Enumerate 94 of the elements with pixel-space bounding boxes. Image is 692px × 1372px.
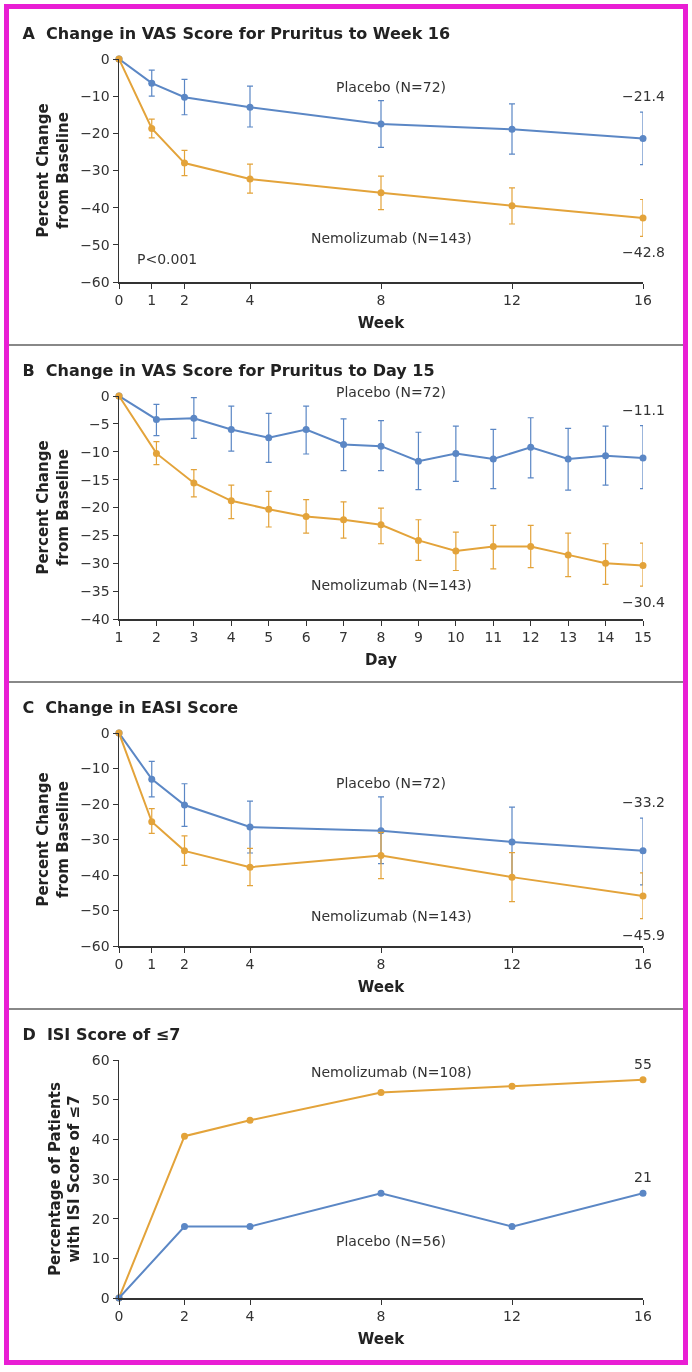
text: Nemolizumab (N=143) bbox=[311, 230, 472, 246]
x-tick-label: 12 bbox=[503, 292, 521, 309]
y-tick-label: −30 bbox=[80, 831, 110, 848]
x-tick-label: 1 bbox=[147, 292, 157, 309]
data-label: −42.8 bbox=[622, 244, 665, 260]
y-tick-label: 10 bbox=[91, 1250, 110, 1267]
x-tick-label: 12 bbox=[503, 956, 521, 973]
x-tick-label: 14 bbox=[596, 629, 615, 646]
y-tick-label: −5 bbox=[89, 415, 110, 432]
y-tick-label: 0 bbox=[100, 50, 110, 67]
y-tick-label: −10 bbox=[80, 88, 110, 105]
x-tick-label: 3 bbox=[189, 629, 199, 646]
x-tick-label: 16 bbox=[634, 292, 652, 309]
y-axis-title: Percent Change from Baseline bbox=[34, 440, 72, 575]
text: Placebo (N=72) bbox=[336, 384, 447, 400]
y-tick-label: −25 bbox=[80, 527, 110, 544]
x-tick-label: 2 bbox=[180, 956, 189, 973]
x-tick-label: 1 bbox=[114, 629, 124, 646]
x-tick-label: 12 bbox=[503, 1308, 521, 1325]
y-tick-label: 50 bbox=[91, 1091, 110, 1108]
x-axis-title: Week bbox=[357, 314, 406, 333]
y-tick-label: 40 bbox=[91, 1131, 110, 1148]
x-tick-label: 2 bbox=[151, 629, 161, 646]
chart-title: B Change in VAS Score for Pruritus to Day 15 bbox=[22, 361, 435, 381]
y-tick-label: 0 bbox=[100, 724, 110, 741]
chart-title: D ISI Score of ≤7 bbox=[22, 1025, 181, 1045]
y-axis-title: Percent Change from Baseline bbox=[34, 103, 72, 238]
x-axis-title: Week bbox=[357, 1330, 406, 1349]
x-tick-label: 16 bbox=[634, 1308, 652, 1325]
y-tick-label: −20 bbox=[80, 125, 110, 142]
y-tick-label: 30 bbox=[91, 1170, 110, 1187]
x-tick-label: 5 bbox=[264, 629, 274, 646]
y-tick-label: −60 bbox=[80, 937, 110, 954]
y-tick-label: −40 bbox=[80, 610, 110, 627]
x-tick-label: 1 bbox=[147, 956, 157, 973]
series-label: Placebo (N=72) bbox=[336, 79, 447, 95]
x-tick-label: 16 bbox=[634, 956, 652, 973]
y-tick-label: 60 bbox=[91, 1051, 110, 1068]
x-tick-label: 4 bbox=[245, 292, 255, 309]
x-axis-title: Day bbox=[365, 651, 398, 670]
y-axis-title: Percentage of Patients with ISI Score of ≤7 bbox=[45, 1082, 84, 1276]
x-tick-label: 9 bbox=[413, 629, 423, 646]
y-tick-label: −10 bbox=[80, 443, 110, 460]
y-tick-label: −50 bbox=[80, 902, 110, 919]
x-tick-label: 11 bbox=[484, 629, 503, 646]
x-tick-label: 8 bbox=[376, 1308, 386, 1325]
x-tick-label: 13 bbox=[559, 629, 578, 646]
y-tick-label: −30 bbox=[80, 162, 110, 179]
y-tick-label: −35 bbox=[80, 583, 110, 600]
x-tick-label: 7 bbox=[339, 629, 349, 646]
x-tick-label: 15 bbox=[634, 629, 652, 646]
x-tick-label: 12 bbox=[521, 629, 540, 646]
y-tick-label: −20 bbox=[80, 795, 110, 812]
data-label: −11.1 bbox=[622, 402, 665, 418]
x-axis-title: Week bbox=[357, 978, 406, 997]
x-tick-label: 8 bbox=[376, 292, 386, 309]
annotation: P<0.001 bbox=[137, 251, 198, 267]
x-tick-label: 4 bbox=[245, 956, 255, 973]
data-label: 55 bbox=[634, 1056, 652, 1072]
y-tick-label: −30 bbox=[80, 555, 110, 572]
x-tick-label: 4 bbox=[245, 1308, 255, 1325]
x-tick-label: 8 bbox=[376, 629, 386, 646]
data-label: −45.9 bbox=[622, 927, 665, 943]
x-tick-label: 2 bbox=[180, 1308, 189, 1325]
y-tick-label: 0 bbox=[100, 387, 110, 404]
y-tick-label: 20 bbox=[91, 1210, 110, 1227]
data-label: −33.2 bbox=[622, 794, 665, 810]
x-tick-label: 4 bbox=[226, 629, 236, 646]
y-tick-label: −40 bbox=[80, 866, 110, 883]
annotation: 21 bbox=[634, 1169, 652, 1185]
x-tick-label: 0 bbox=[114, 956, 124, 973]
series-label: Placebo (N=56) bbox=[336, 1233, 447, 1249]
x-tick-label: 6 bbox=[301, 629, 311, 646]
chart-title: C Change in EASI Score bbox=[22, 698, 239, 718]
y-axis-title: Percent Change from Baseline bbox=[34, 772, 72, 907]
y-tick-label: −40 bbox=[80, 199, 110, 216]
text: Placebo (N=72) bbox=[336, 775, 447, 791]
data-label: −21.4 bbox=[622, 88, 665, 104]
y-tick-label: −15 bbox=[80, 471, 110, 488]
y-tick-label: 0 bbox=[100, 1289, 110, 1306]
x-tick-label: 8 bbox=[376, 956, 386, 973]
x-tick-label: 0 bbox=[114, 1308, 124, 1325]
y-tick-label: −50 bbox=[80, 236, 110, 253]
chart-title: A Change in VAS Score for Pruritus to Week 16 bbox=[22, 24, 451, 44]
series-label: Nemolizumab (N=143) bbox=[311, 577, 472, 593]
series-label: Nemolizumab (N=108) bbox=[311, 1064, 472, 1080]
y-tick-label: −60 bbox=[80, 273, 110, 290]
y-tick-label: −10 bbox=[80, 760, 110, 777]
y-tick-label: −20 bbox=[80, 499, 110, 516]
x-tick-label: 0 bbox=[114, 292, 124, 309]
x-tick-label: 2 bbox=[180, 292, 189, 309]
text: Nemolizumab (N=143) bbox=[311, 908, 472, 924]
data-label: −30.4 bbox=[622, 594, 665, 610]
x-tick-label: 10 bbox=[446, 629, 465, 646]
